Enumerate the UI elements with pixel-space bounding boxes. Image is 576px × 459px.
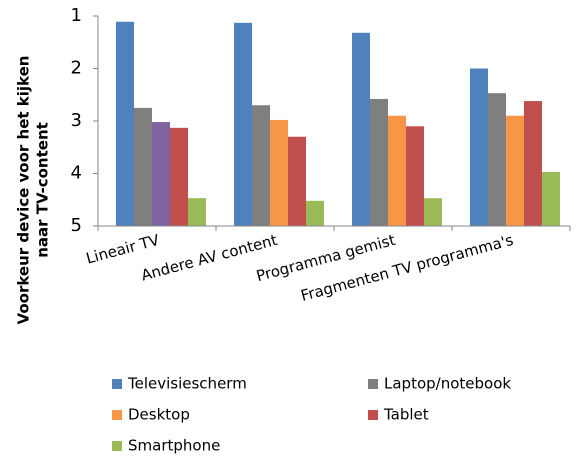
bar — [370, 98, 388, 226]
bar — [406, 126, 424, 226]
bar — [388, 115, 406, 226]
bar — [424, 198, 442, 226]
bar — [306, 200, 324, 226]
legend-label: Tablet — [383, 406, 429, 424]
y-tick-label: 3 — [71, 110, 82, 131]
bar — [470, 68, 488, 226]
legend-label: Televisiescherm — [127, 375, 247, 393]
bar — [524, 101, 542, 226]
bar — [152, 122, 170, 226]
x-tick-label: Fragmenten TV programma's — [299, 231, 515, 305]
y-tick-label: 2 — [71, 58, 82, 79]
bar — [234, 22, 252, 227]
legend-swatch — [112, 379, 122, 389]
y-tick-label: 5 — [71, 215, 82, 236]
y-tick-label: 1 — [71, 5, 82, 26]
bar — [542, 171, 560, 226]
legend-swatch — [368, 410, 378, 420]
x-tick-label: Lineair TV — [84, 231, 162, 268]
legend-swatch — [112, 410, 122, 420]
legend-swatch — [112, 441, 122, 451]
y-axis-title-line: Voorkeur device voor het kijken — [15, 56, 33, 325]
bar — [116, 21, 134, 227]
bar — [488, 93, 506, 226]
bar — [134, 107, 152, 226]
y-axis-title-line: naar TV-content — [34, 122, 52, 258]
bar — [270, 119, 288, 226]
bar — [288, 136, 306, 226]
y-axis-title: Voorkeur device voor het kijken naar TV-… — [15, 56, 52, 325]
legend-label: Smartphone — [128, 437, 220, 455]
bar — [352, 32, 370, 226]
legend-swatch — [368, 379, 378, 389]
bar — [170, 127, 188, 226]
bar — [506, 115, 524, 226]
bar — [188, 198, 206, 226]
legend-label: Desktop — [128, 406, 190, 424]
legend-label: Laptop/notebook — [384, 375, 511, 393]
bar — [252, 105, 270, 226]
y-tick-label: 4 — [71, 163, 82, 184]
